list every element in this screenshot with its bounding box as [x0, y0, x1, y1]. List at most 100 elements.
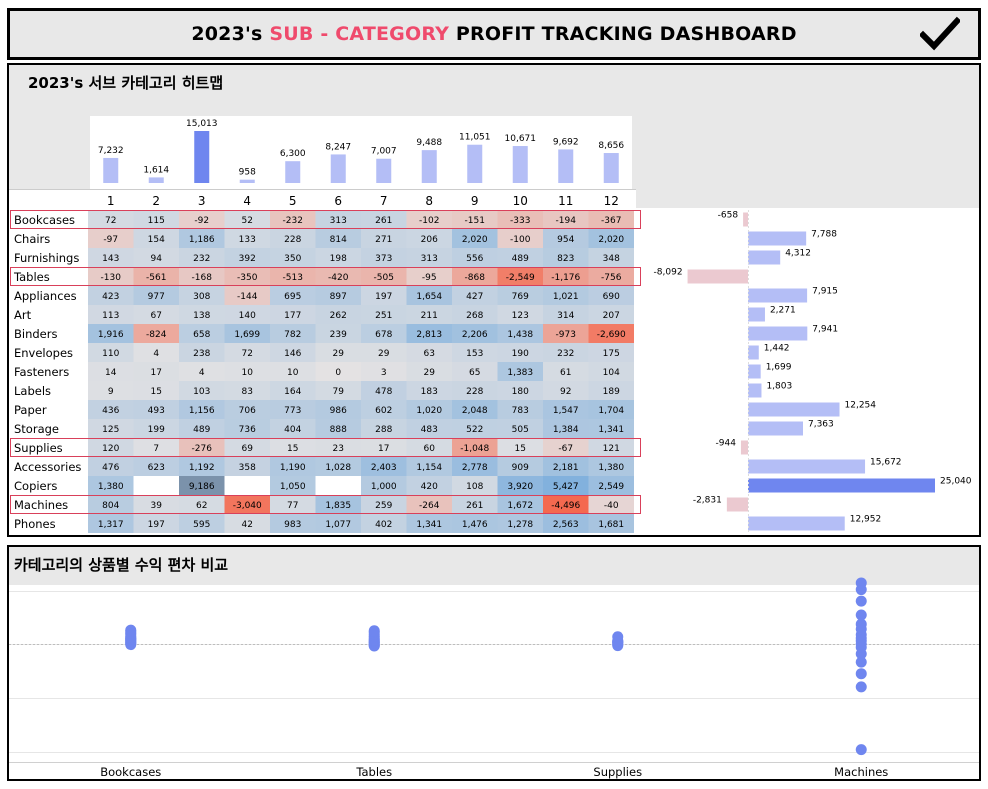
heatmap-cell — [179, 210, 225, 229]
column-header: 6 — [334, 194, 342, 208]
scatter-point — [855, 668, 867, 680]
heatmap-cell-label: 402 — [375, 520, 392, 530]
scatter-point — [855, 609, 867, 621]
heatmap-cell — [588, 343, 634, 362]
heatmap-cell — [270, 400, 316, 419]
heatmap-cell-label: 1,317 — [98, 520, 124, 530]
heatmap-cell-label: 595 — [193, 520, 210, 530]
heatmap-cell-label: 42 — [242, 520, 253, 530]
subcategory-total-label: 7,941 — [812, 325, 838, 335]
heatmap-cell-label: 140 — [239, 311, 256, 321]
heatmap-cell — [361, 324, 407, 343]
heatmap-cell — [588, 381, 634, 400]
row-label: Furnishings — [14, 251, 79, 265]
heatmap-cell — [179, 514, 225, 533]
heatmap-cell — [361, 400, 407, 419]
row-label: Envelopes — [14, 346, 73, 360]
row-label: Chairs — [14, 232, 50, 246]
heatmap-cell-label: 556 — [466, 254, 483, 264]
heatmap-cell-label: -130 — [101, 273, 122, 283]
heatmap-cell — [133, 229, 179, 248]
heatmap-cell — [270, 495, 316, 514]
heatmap-cell — [224, 362, 270, 381]
heatmap-cell-label: 373 — [375, 254, 392, 264]
heatmap-cell — [315, 476, 361, 495]
heatmap-cell — [497, 343, 543, 362]
monthly-bar — [558, 149, 574, 183]
heatmap-cell — [224, 495, 270, 514]
heatmap-cell-label: -67 — [558, 444, 573, 454]
monthly-bars-bg — [90, 116, 632, 189]
column-header-bg — [9, 189, 636, 209]
subcategory-total-bar — [748, 364, 761, 379]
heatmap-cell-label: 138 — [193, 311, 210, 321]
heatmap-cell-label: 262 — [330, 311, 347, 321]
heatmap-cell — [179, 305, 225, 324]
heatmap-cell — [588, 419, 634, 438]
heatmap-cell-label: -350 — [237, 273, 258, 283]
comparison-title: 카테고리의 상품별 수익 편차 비교 — [14, 556, 229, 574]
heatmap-cell-label: 350 — [284, 254, 301, 264]
highlighted-row-outline — [10, 267, 641, 286]
monthly-bar-label: 6,300 — [280, 149, 306, 159]
heatmap-cell — [179, 457, 225, 476]
monthly-bar-label: 8,656 — [598, 141, 624, 151]
heatmap-cell-label: 60 — [424, 444, 436, 454]
heatmap-cell — [452, 248, 498, 267]
column-header: 11 — [558, 194, 573, 208]
heatmap-cell-label: 1,699 — [234, 330, 260, 340]
heatmap-cell — [179, 381, 225, 400]
row-label: Fasteners — [14, 365, 69, 379]
subcategory-total-label: -658 — [718, 211, 739, 221]
heatmap-cell-label: 1,476 — [462, 520, 488, 530]
heatmap-cell — [270, 248, 316, 267]
heatmap-cell-label: 505 — [512, 425, 529, 435]
heatmap-cell — [179, 400, 225, 419]
heatmap-cell-label: 404 — [284, 425, 301, 435]
scatter-point — [855, 577, 867, 589]
heatmap-cell — [179, 362, 225, 381]
heatmap-cell-label: -561 — [146, 273, 166, 283]
heatmap-cell-label: 1,021 — [553, 292, 579, 302]
heatmap-cell-label: 348 — [603, 254, 620, 264]
heatmap-cell-label: 9,186 — [189, 482, 215, 492]
heatmap-cell — [588, 267, 634, 286]
scatter-point — [612, 631, 624, 643]
heatmap-cell-label: 207 — [603, 311, 620, 321]
heatmap-cell-label: 736 — [239, 425, 256, 435]
comparison-panel-header — [9, 547, 979, 585]
heatmap-cell-label: 392 — [239, 254, 256, 264]
heatmap-cell — [179, 248, 225, 267]
heatmap-cell — [270, 514, 316, 533]
heatmap-cell-label: 493 — [148, 406, 165, 416]
heatmap-cell-label: -3,040 — [233, 501, 262, 511]
heatmap-cell — [133, 343, 179, 362]
heatmap-cell-label: -92 — [194, 216, 209, 226]
heatmap-cell — [588, 286, 634, 305]
heatmap-cell — [270, 286, 316, 305]
heatmap-cell-label: 2,778 — [462, 463, 488, 473]
heatmap-cell — [588, 457, 634, 476]
monthly-bar — [603, 153, 619, 183]
subcategory-total-bar — [748, 383, 762, 398]
heatmap-cell — [361, 229, 407, 248]
heatmap-cell — [361, 267, 407, 286]
monthly-bar-label: 8,247 — [325, 142, 351, 152]
heatmap-cell — [270, 362, 316, 381]
heatmap-cell — [543, 419, 589, 438]
subcategory-total-label: 1,699 — [766, 363, 792, 373]
heatmap-cell-label: 232 — [557, 349, 574, 359]
subcategory-total-bar — [740, 440, 748, 455]
heatmap-cell — [543, 267, 589, 286]
heatmap-cell-label: 177 — [284, 311, 301, 321]
heatmap-cell-label: 115 — [148, 216, 165, 226]
heatmap-cell-label: 814 — [330, 235, 347, 245]
heatmap-cell-label: 1,000 — [371, 482, 397, 492]
heatmap-cell-label: 14 — [105, 368, 117, 378]
heatmap-cell-label: 1,835 — [325, 501, 351, 511]
subcategory-total-label: 1,803 — [766, 382, 792, 392]
row-label: Tables — [13, 270, 50, 284]
column-header: 4 — [243, 194, 251, 208]
heatmap-cell — [315, 286, 361, 305]
heatmap-cell — [452, 267, 498, 286]
